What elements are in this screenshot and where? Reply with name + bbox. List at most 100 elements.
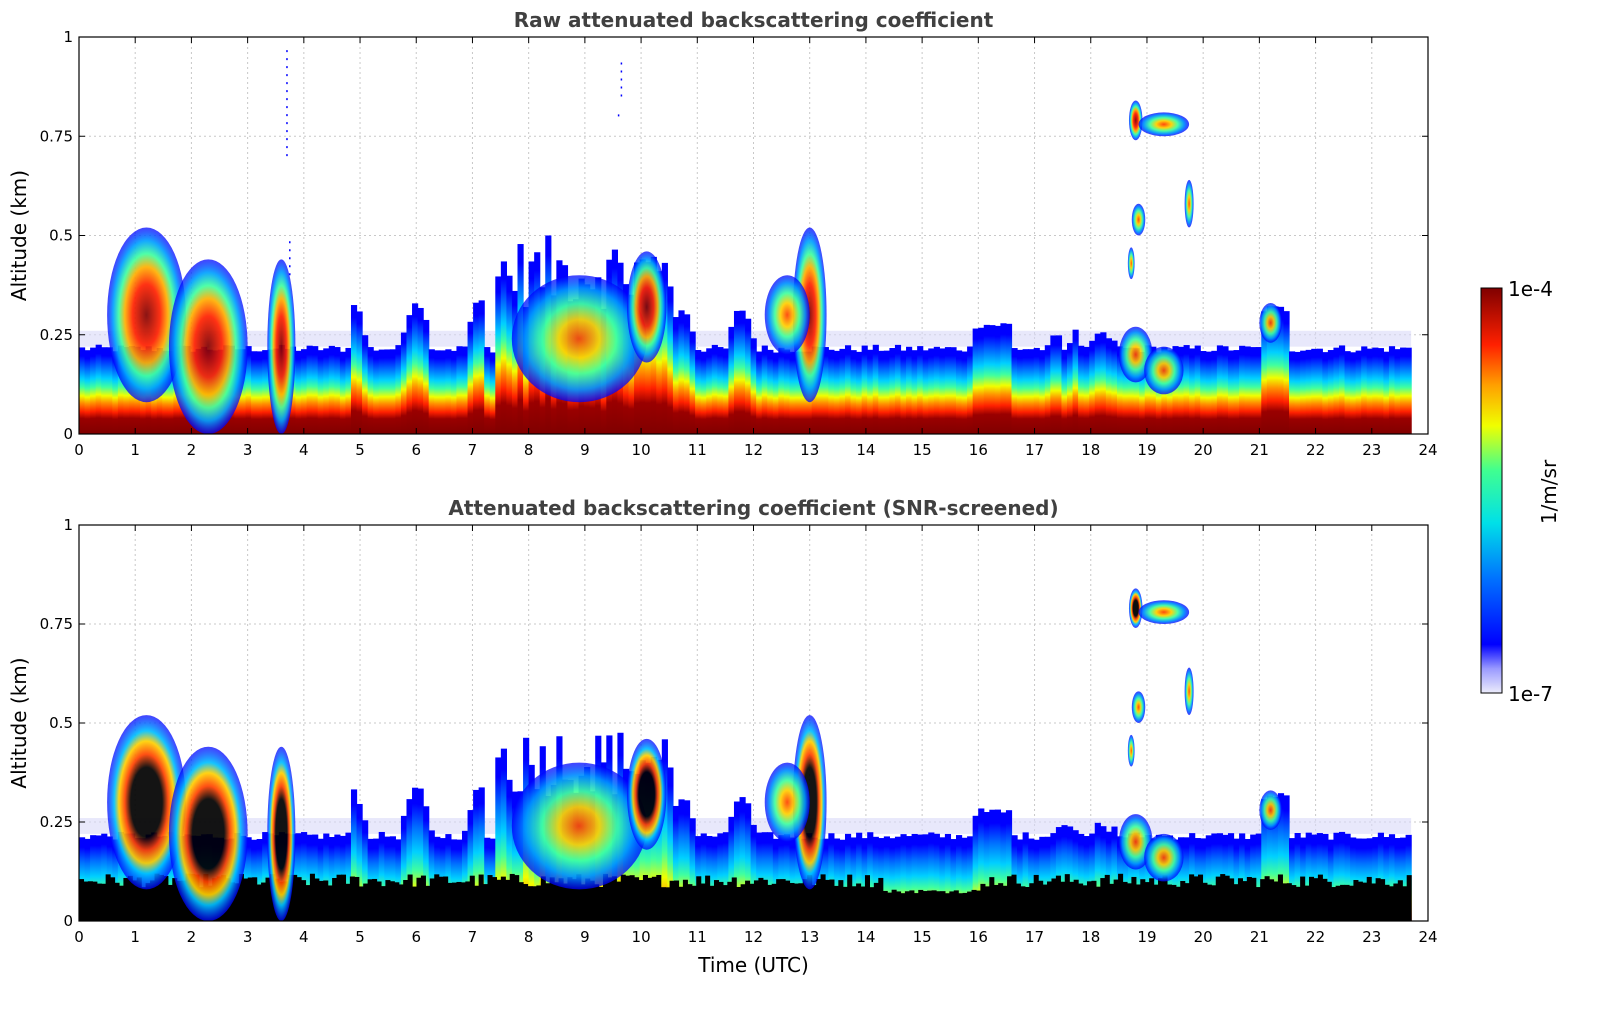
screened-strip [105, 874, 111, 921]
layer-strip [395, 839, 402, 921]
layer-strip [861, 838, 868, 921]
layer-strip [1233, 350, 1240, 434]
layer-strip [500, 748, 507, 921]
cloud-blob [1118, 326, 1153, 383]
layer-strip [911, 833, 918, 921]
screened-strip [301, 880, 307, 921]
screened-strip [927, 890, 933, 921]
layer-strip [484, 837, 491, 921]
layer-strip [251, 351, 258, 434]
layer-strip [101, 833, 108, 921]
layer-strip [1338, 345, 1346, 434]
screened-strip [434, 874, 440, 921]
layer-strip [1183, 345, 1190, 434]
x-tick-label: 13 [800, 441, 819, 459]
layer-strip [1377, 348, 1384, 434]
layer-strip [295, 350, 302, 434]
screened-strip [798, 883, 804, 921]
screened-strip [101, 883, 107, 921]
layer-strip [778, 835, 785, 921]
screened-strip [158, 874, 164, 921]
x-tick-label: 3 [243, 928, 253, 946]
screened-strip [869, 887, 875, 921]
screened-strip [141, 887, 147, 921]
y-tick-label: 0 [63, 425, 73, 443]
layer-strip [400, 815, 408, 921]
layer-strip [506, 779, 513, 921]
layer-strip [1133, 832, 1140, 921]
screened-strip [687, 884, 693, 921]
screened-strip [1140, 879, 1146, 921]
x-tick-label: 23 [1362, 928, 1381, 946]
layer-strip [900, 350, 907, 434]
layer-strip [928, 348, 935, 434]
screened-strip [474, 885, 480, 921]
screened-strip [860, 886, 866, 921]
elevated-cloud [1138, 112, 1190, 137]
layer-strip [789, 351, 796, 434]
layer-strip [1133, 348, 1140, 434]
layer-strip [678, 310, 685, 434]
screened-strip [767, 884, 773, 921]
layer-strip [1211, 350, 1218, 434]
layer-strip [906, 836, 913, 921]
x-tick-label: 10 [632, 441, 651, 459]
x-tick-label: 12 [744, 441, 763, 459]
layer-strip [323, 348, 330, 434]
screened-strip [842, 886, 848, 921]
elevated-cloud [1128, 100, 1143, 141]
screened-strip [1149, 878, 1155, 921]
screened-band [79, 873, 1412, 921]
layer-strip [473, 789, 480, 921]
x-tick-label: 16 [969, 441, 988, 459]
screened-strip [949, 891, 955, 921]
elevated-cloud [1127, 734, 1135, 767]
layer-strip [733, 801, 741, 921]
screened-strip [1086, 881, 1093, 921]
screened-strip [92, 881, 98, 921]
screened-strip [1291, 885, 1297, 921]
screened-strip [425, 885, 431, 921]
layer-strip [1283, 795, 1290, 921]
screened-strip [900, 893, 906, 921]
screened-strip [487, 875, 493, 921]
layer-strip [1338, 831, 1346, 921]
screened-strip [518, 882, 524, 921]
layer-strip [978, 327, 985, 434]
layer-strip [167, 832, 174, 921]
screened-strip [647, 877, 653, 921]
screened-strip [1380, 879, 1386, 921]
layer-strip [1111, 340, 1118, 434]
layer-strip [1122, 347, 1129, 434]
screened-strip [758, 877, 764, 921]
screened-strip [500, 876, 506, 921]
screened-strip [864, 875, 871, 921]
layer-strip [1033, 347, 1040, 434]
layer-strip [933, 346, 940, 434]
x-tick-label: 6 [411, 928, 421, 946]
layer-strip [473, 302, 480, 434]
screened-strip [696, 876, 702, 921]
screened-strip [580, 884, 586, 921]
screened-strip [536, 885, 542, 921]
feature-blobs [107, 588, 1282, 921]
layer-strip [989, 325, 996, 434]
screened-strip [620, 874, 626, 921]
cloud-blob [764, 762, 810, 842]
y-tick-label: 0.5 [49, 227, 73, 245]
x-tick-label: 21 [1250, 441, 1269, 459]
layer-strip [928, 832, 935, 921]
layer-strip [1139, 837, 1146, 921]
layer-strip [1061, 349, 1068, 434]
layer-strip [1083, 836, 1090, 921]
layer-strip [456, 346, 463, 434]
screened-strip [314, 878, 320, 921]
layer-strip [994, 325, 1001, 434]
layer-strip [317, 838, 324, 921]
cloud-blob [107, 715, 186, 890]
cloud-blob [267, 746, 296, 921]
colorbar-unit-label: 1/m/sr [1537, 459, 1561, 524]
chart-title: Attenuated backscattering coefficient (S… [448, 496, 1058, 520]
layer-strip [117, 831, 125, 921]
layer-strip [423, 319, 430, 434]
